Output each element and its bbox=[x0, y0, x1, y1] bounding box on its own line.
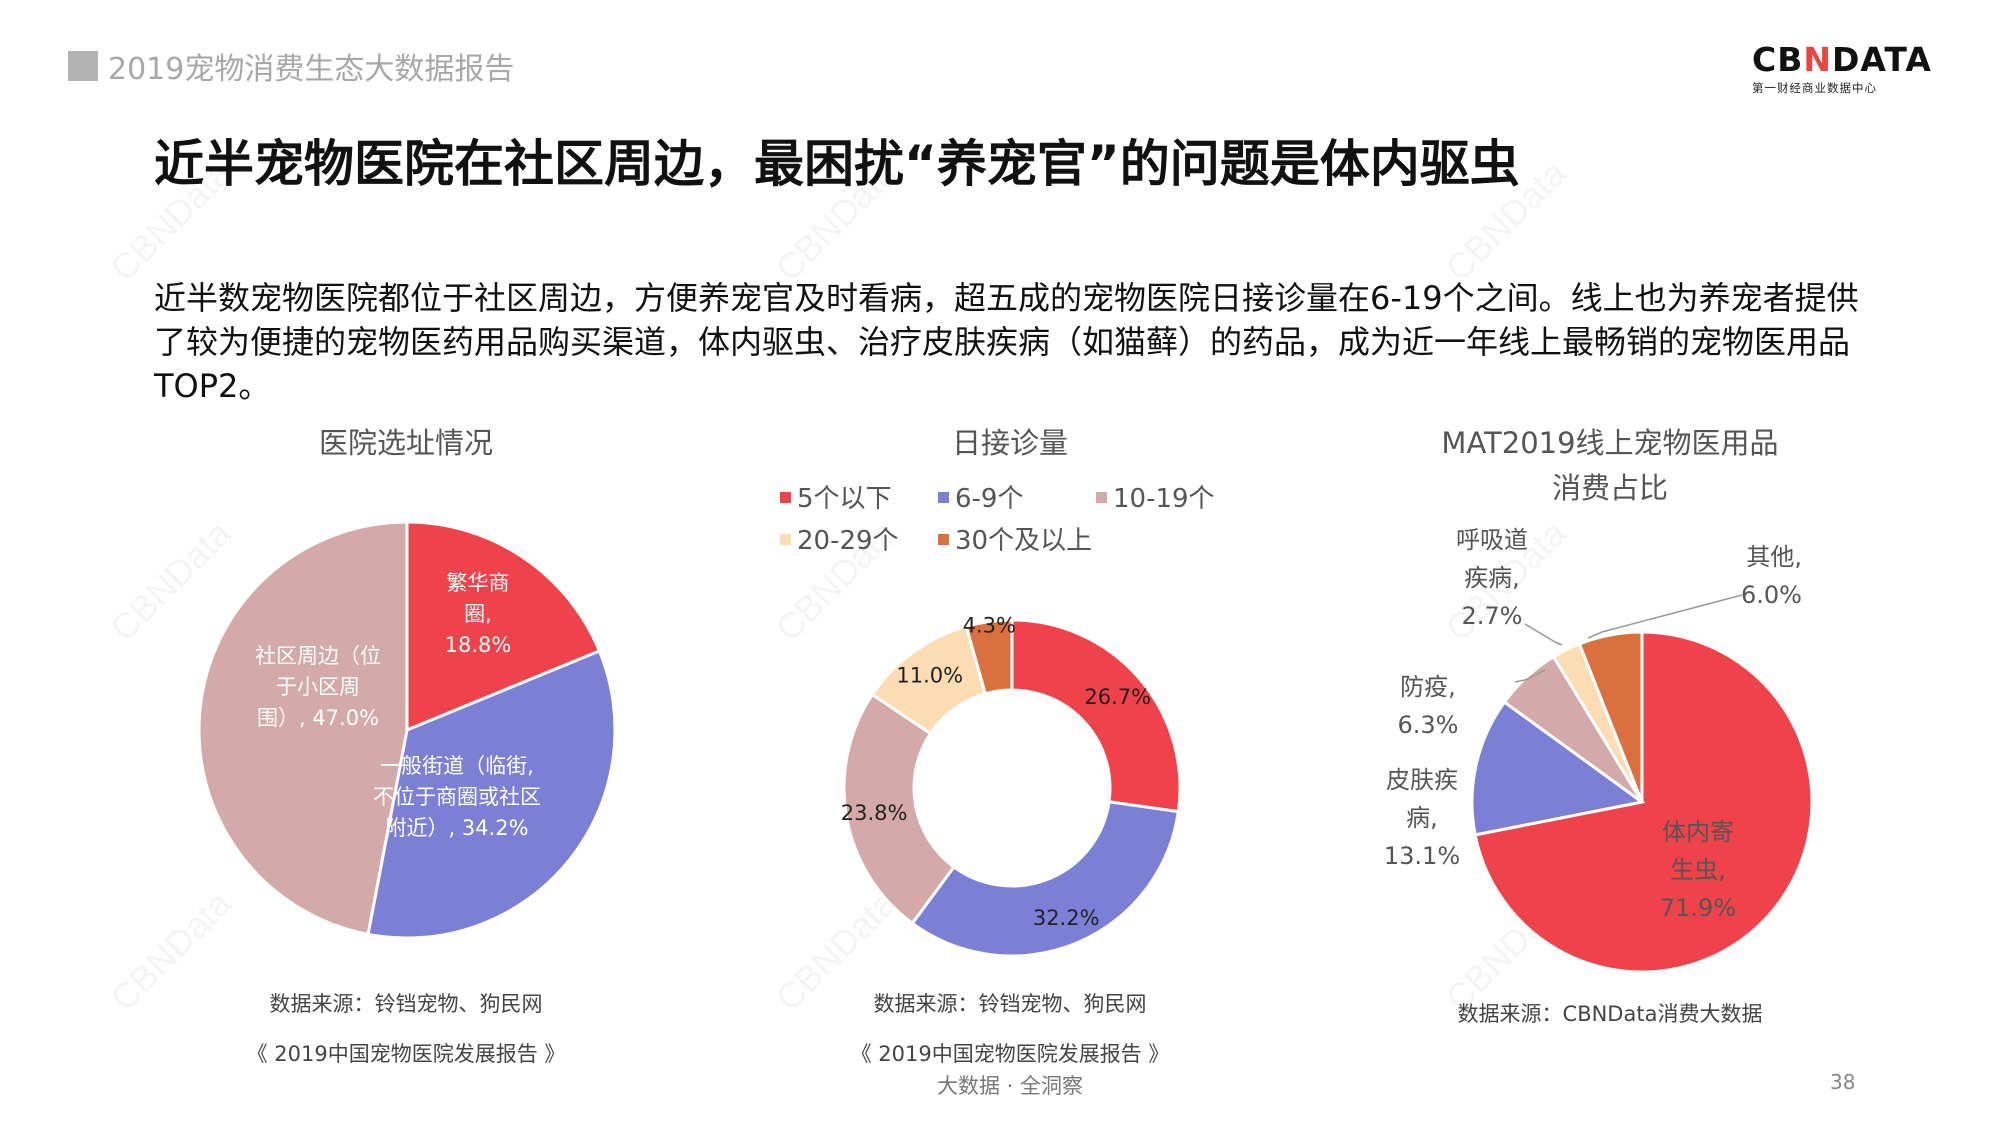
slice-label: 皮肤疾病, 13.1% bbox=[1384, 766, 1460, 870]
logo-wordmark: CBNDATA bbox=[1752, 40, 1932, 79]
slice-label: 11.0% bbox=[896, 664, 963, 688]
slice-label: 呼吸道疾病, 2.7% bbox=[1456, 526, 1528, 630]
legend-swatch bbox=[1096, 492, 1107, 503]
footer-slogan: 大数据 · 全洞察 bbox=[936, 1074, 1084, 1098]
legend-item: 10-19个 bbox=[1096, 478, 1215, 515]
page-number: 38 bbox=[1830, 1070, 1856, 1094]
legend-swatch bbox=[938, 492, 949, 503]
chart1-pie: 繁华商圈, 18.8% 一般街道（临街,不位于商圈或社区附近）, 34.2% 社区周边… bbox=[197, 520, 617, 940]
chart1-title: 医院选址情况 bbox=[318, 426, 493, 460]
chart2-donut: 26.7% 32.2% 23.8% 11.0% 4.3% bbox=[841, 614, 1182, 958]
legend-item: 20-29个 bbox=[780, 520, 899, 557]
chart3-title: MAT2019线上宠物医用品 bbox=[1441, 426, 1779, 460]
page-title: 近半宠物医院在社区周边，最困扰“养宠官”的问题是体内驱虫 bbox=[154, 135, 1520, 193]
header-square-icon bbox=[68, 51, 98, 81]
slice-label: 32.2% bbox=[1033, 906, 1100, 930]
body-paragraph: 近半数宠物医院都位于社区周边，方便养宠官及时看病，超五成的宠物医院日接诊量在6-… bbox=[154, 279, 1859, 405]
leader-line bbox=[1514, 669, 1546, 683]
pie-slice bbox=[197, 520, 409, 937]
pie-slice bbox=[964, 618, 1014, 696]
leader-line bbox=[1587, 594, 1743, 639]
chart3-title-line2: 消费占比 bbox=[1551, 471, 1668, 505]
slice-label: 一般街道（临街,不位于商圈或社区附近）, 34.2% bbox=[373, 754, 541, 840]
slice-label: 其他, 6.0% bbox=[1741, 543, 1802, 609]
pie-slice bbox=[910, 800, 1181, 958]
pie-slice bbox=[366, 649, 617, 940]
legend-item: 6-9个 bbox=[938, 478, 1023, 515]
legend-item: 5个以下 bbox=[780, 478, 892, 515]
slice-label: 防疫, 6.3% bbox=[1398, 673, 1459, 739]
pie-slice bbox=[1010, 618, 1182, 814]
slice-label: 4.3% bbox=[963, 614, 1016, 638]
chart2-legend: 5个以下 6-9个 10-19个 20-29个 30个及以上 bbox=[780, 478, 1260, 558]
chart3-source: 数据来源：CBNData消费大数据 bbox=[1457, 1002, 1763, 1026]
chart1-source-report: 《 2019中国宠物医院发展报告 》 bbox=[246, 1042, 566, 1066]
pie-slice bbox=[842, 692, 956, 926]
chart3-pie: 体内寄生虫, 71.9% 皮肤疾病, 13.1% 防疫, 6.3% 呼吸道疾病, 2.7% 其他… bbox=[1384, 526, 1814, 974]
chart2-title: 日接诊量 bbox=[951, 426, 1068, 460]
pie-slice bbox=[1577, 630, 1644, 803]
leader-line bbox=[1524, 623, 1563, 646]
legend-swatch bbox=[938, 534, 949, 545]
chart2-source: 数据来源：铃铛宠物、狗民网 bbox=[873, 992, 1147, 1016]
cbndata-logo: CBNDATA 第一财经商业数据中心 bbox=[1752, 40, 1932, 96]
slice-label: 26.7% bbox=[1084, 685, 1151, 709]
slice-label: 体内寄生虫, 71.9% bbox=[1660, 818, 1736, 922]
report-title: 2019宠物消费生态大数据报告 bbox=[108, 52, 515, 87]
logo-subtitle: 第一财经商业数据中心 bbox=[1752, 81, 1877, 95]
chart2-source-report: 《 2019中国宠物医院发展报告 》 bbox=[850, 1042, 1170, 1066]
pie-slice bbox=[1470, 699, 1646, 837]
legend-swatch bbox=[780, 534, 791, 545]
legend-swatch bbox=[780, 492, 791, 503]
chart1-source: 数据来源：铃铛宠物、狗民网 bbox=[269, 992, 543, 1016]
pie-slice bbox=[405, 520, 602, 733]
slice-label: 社区周边（位于小区周围）, 47.0% bbox=[255, 644, 381, 730]
slice-label: 繁华商圈, 18.8% bbox=[445, 571, 512, 657]
legend-item: 30个及以上 bbox=[938, 520, 1092, 557]
slice-label: 23.8% bbox=[841, 801, 908, 825]
